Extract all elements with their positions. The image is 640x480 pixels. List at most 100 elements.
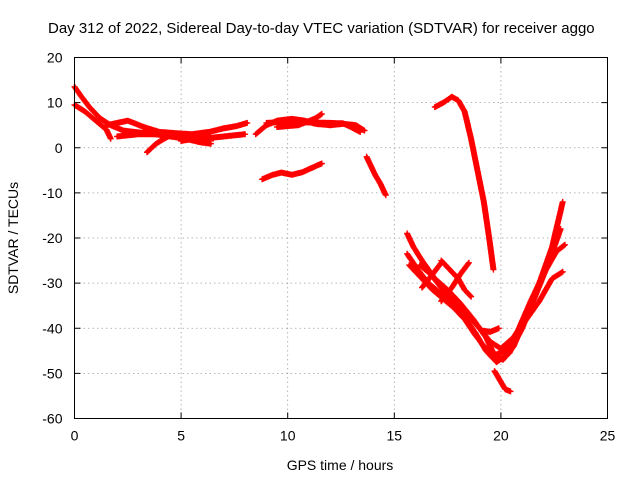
- data-point: [235, 124, 238, 128]
- data-point: [463, 288, 466, 292]
- chart-title: Day 312 of 2022, Sidereal Day-to-day VTE…: [48, 20, 595, 37]
- data-point: [162, 137, 166, 140]
- data-point: [450, 95, 454, 99]
- data-point: [265, 121, 268, 125]
- data-point: [467, 261, 471, 264]
- series-arc-16: [416, 262, 566, 352]
- data-point: [529, 300, 532, 303]
- grid: [74, 57, 608, 419]
- data-point: [482, 345, 485, 348]
- data-point: [126, 119, 129, 122]
- data-point: [450, 286, 454, 289]
- data-point: [512, 336, 515, 339]
- y-axis-tick-labels: -60 -50 -40 -30 -20 -10 0 10 20: [42, 50, 62, 427]
- data-point: [84, 110, 87, 113]
- data-point: [492, 268, 495, 271]
- data-point: [480, 329, 483, 332]
- x-tick-label: 25: [600, 428, 616, 444]
- data-point: [369, 164, 372, 167]
- y-tick-label: -40: [42, 320, 62, 336]
- y-tick-label: -30: [42, 275, 62, 291]
- data-point: [431, 288, 434, 292]
- data-point: [440, 259, 443, 262]
- data-point: [379, 182, 382, 185]
- data-point: [122, 129, 125, 132]
- series-markers: [363, 153, 389, 199]
- data-point: [201, 133, 204, 136]
- data-point: [115, 135, 119, 138]
- series-arc-17: [419, 259, 445, 291]
- data-point: [420, 286, 424, 289]
- data-point: [412, 245, 415, 249]
- data-point: [384, 193, 387, 197]
- data-point: [290, 173, 294, 176]
- data-point: [418, 263, 422, 267]
- data-point: [158, 133, 161, 136]
- data-point: [420, 277, 424, 280]
- data-point: [243, 133, 247, 136]
- data-point: [469, 295, 473, 298]
- series-arc-21: [491, 368, 514, 395]
- data-point: [405, 252, 409, 255]
- data-point: [98, 117, 102, 120]
- data-point: [320, 112, 323, 116]
- x-tick-label: 0: [71, 428, 79, 444]
- y-tick-label: -50: [42, 365, 62, 381]
- data-point: [408, 263, 411, 267]
- data-point: [482, 200, 485, 204]
- data-point: [433, 105, 436, 109]
- data-point: [504, 349, 507, 352]
- data-point: [94, 119, 98, 122]
- data-point: [260, 178, 264, 181]
- data-point: [452, 306, 456, 310]
- y-tick-label: -60: [42, 411, 62, 427]
- series-arc-9: [274, 110, 325, 130]
- data-point: [137, 133, 140, 136]
- data-point: [561, 200, 564, 204]
- data-point: [493, 354, 496, 357]
- series-arc-20: [478, 325, 502, 335]
- data-point: [312, 166, 315, 169]
- data-point: [222, 127, 225, 130]
- data-point: [497, 327, 500, 330]
- data-point: [192, 137, 196, 140]
- data-point: [478, 327, 481, 330]
- data-point: [79, 94, 83, 98]
- data-point: [105, 124, 108, 127]
- data-point: [365, 155, 368, 158]
- data-point: [109, 137, 112, 140]
- data-point: [363, 129, 366, 132]
- data-point: [504, 388, 507, 391]
- data-point: [171, 133, 174, 136]
- data-point: [143, 126, 147, 129]
- data-point: [209, 142, 213, 145]
- y-tick-label: 10: [47, 95, 63, 111]
- data-point: [297, 124, 300, 127]
- data-point: [561, 270, 564, 273]
- x-axis-title: GPS time / hours: [287, 457, 394, 473]
- data-point: [341, 122, 345, 125]
- series-arc-19: [438, 257, 475, 300]
- data-point: [88, 105, 91, 109]
- data-point: [463, 318, 466, 321]
- data-point: [199, 141, 202, 144]
- x-tick-label: 20: [493, 428, 509, 444]
- data-point: [145, 151, 149, 154]
- data-point: [489, 340, 492, 343]
- data-point: [246, 121, 249, 125]
- series-arc-5: [144, 131, 176, 156]
- data-point: [508, 351, 511, 355]
- data-point: [301, 170, 304, 174]
- series-markers: [431, 93, 497, 273]
- data-point: [286, 120, 289, 123]
- data-point: [222, 135, 225, 138]
- data-point: [509, 390, 512, 393]
- data-point: [459, 272, 462, 276]
- data-point: [431, 272, 434, 276]
- y-tick-label: -10: [42, 185, 62, 201]
- data-point: [280, 171, 283, 174]
- y-tick-label: 0: [55, 140, 63, 156]
- data-point: [498, 378, 501, 382]
- data-point: [314, 117, 317, 120]
